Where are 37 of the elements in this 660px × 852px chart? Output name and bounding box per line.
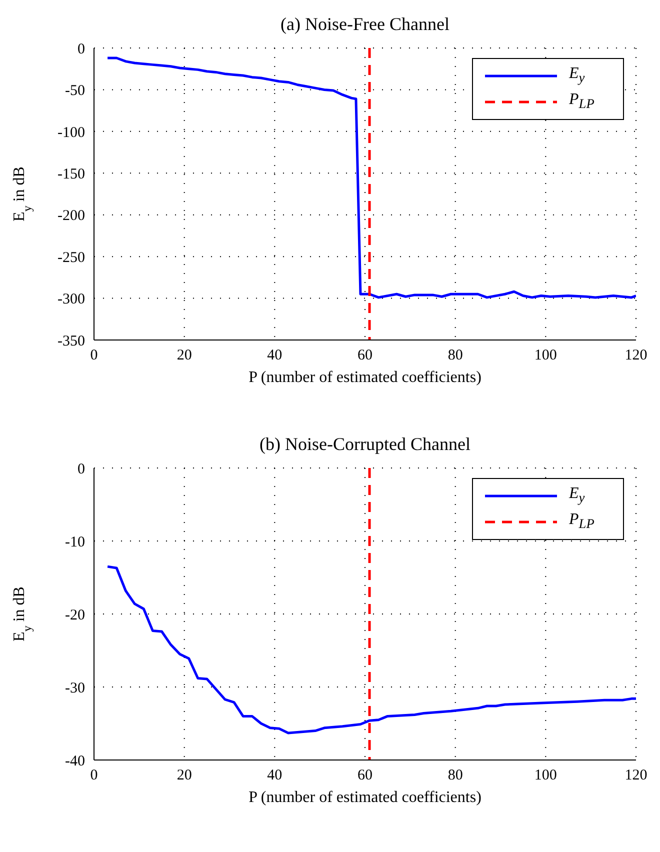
line-series [106,56,636,299]
x-tick-label: 40 [267,768,282,784]
line-series [106,565,636,734]
legend-label: E$_{y}$ [569,65,586,87]
y-tick-label: -30 [65,680,85,696]
x-tick-label: 60 [358,348,372,364]
x-tick-label: 0 [90,348,98,364]
y-tick-label: -40 [65,753,85,770]
x-tick-label: 20 [176,348,192,364]
y-tick-label: -250 [58,250,85,266]
y-tick-label: -100 [58,124,85,141]
y-tick-label: -200 [58,208,85,224]
x-tick-label: 80 [448,768,463,784]
y-tick-label: -20 [65,607,85,624]
chart-title: (a) Noise-Free Channel [280,14,450,34]
x-tick-label: 0 [90,768,98,784]
x-axis-title: P (number of estimated coefficients) [248,789,482,806]
legend-label: P$_{LP}$ [569,91,596,113]
y-tick-label: -150 [58,166,85,182]
y-tick-label: 0 [78,41,85,58]
x-tick-label: 120 [624,768,648,784]
y-tick-label: -350 [58,333,85,350]
x-tick-label: 120 [624,348,648,364]
x-tick-label: 60 [358,768,372,784]
y-tick-label: 0 [78,461,85,478]
x-axis-title: P (number of estimated coefficients) [248,369,482,386]
chart-title: (b) Noise-Corrupted Channel [260,434,470,454]
x-tick-label: 80 [448,348,463,364]
x-tick-label: 40 [267,348,282,364]
x-tick-label: 100 [534,348,557,364]
x-tick-label: 20 [176,768,192,784]
x-tick-label: 100 [534,768,557,784]
legend-label: P$_{LP}$ [569,511,596,533]
y-tick-label: -300 [58,292,85,308]
y-tick-label: -50 [65,83,85,100]
legend-label: E$_{y}$ [569,485,586,507]
y-tick-label: -10 [65,534,85,550]
